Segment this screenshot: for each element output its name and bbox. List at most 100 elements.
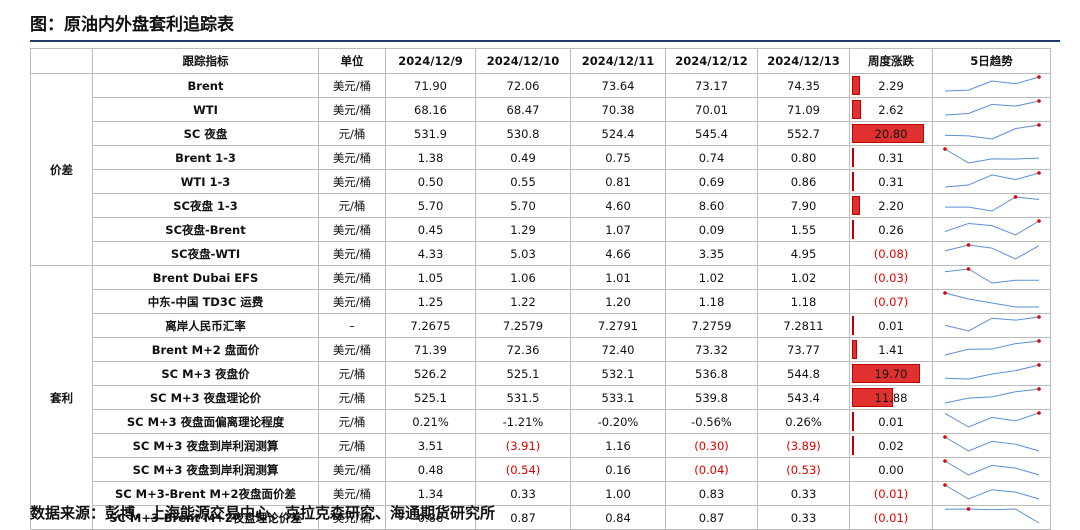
- sparkline-max: [1013, 195, 1017, 199]
- weekly-value: (0.07): [873, 294, 909, 309]
- value-cell: (0.04): [665, 457, 758, 482]
- value-cell: 0.87: [665, 505, 758, 530]
- unit: 美元/桶: [318, 265, 386, 290]
- change-bar: [852, 412, 854, 431]
- weekly-change: (0.03): [849, 265, 933, 290]
- row: SC 夜盘 元/桶 531.9 530.8 524.4 545.4 552.7 20.80: [31, 121, 1051, 146]
- value-cell: 68.16: [385, 97, 476, 122]
- trend-cell: [932, 289, 1051, 314]
- indicator-name: SC M+3-Brent M+2夜盘面价差: [92, 481, 319, 506]
- value-cell: 1.22: [475, 289, 571, 314]
- sparkline-line: [944, 148, 1039, 164]
- change-bar: [852, 388, 894, 407]
- value-cell: 0.33: [757, 505, 850, 530]
- value-cell: 0.33: [757, 481, 850, 506]
- value-cell: 73.77: [757, 337, 850, 362]
- row: 中东-中国 TD3C 运费 美元/桶 1.25 1.22 1.20 1.18 1.18 (0.…: [31, 289, 1051, 314]
- sparkline-line: [944, 100, 1039, 116]
- sparkline-max: [1036, 219, 1041, 223]
- sparkline-max: [942, 435, 947, 439]
- unit: 美元/桶: [318, 337, 386, 362]
- header-cell: 周度涨跌: [849, 48, 933, 74]
- sparkline-max: [942, 459, 947, 463]
- weekly-value: 0.31: [878, 150, 904, 165]
- value-cell: 1.55: [757, 217, 850, 242]
- sparkline-max: [1036, 387, 1041, 391]
- trend-cell: [932, 313, 1051, 338]
- table: 跟踪指标 单位 2024/12/9 2024/12/10 2024/12/11 2024/…: [30, 48, 1051, 530]
- row: SC M+3 夜盘到岸利润测算 元/桶 3.51 (3.91) 1.16 (0.30) (3…: [31, 433, 1051, 458]
- sparkline-line: [944, 220, 1039, 236]
- weekly-value: 2.62: [878, 102, 904, 117]
- row: SC夜盘 1-3 元/桶 5.70 5.70 4.60 8.60 7.90 2.20: [31, 193, 1051, 218]
- sparkline-line: [944, 340, 1039, 356]
- change-bar: [852, 196, 860, 215]
- weekly-change: 0.02: [849, 433, 933, 458]
- sparkline: [944, 195, 1039, 212]
- unit: 美元/桶: [318, 481, 386, 506]
- value-cell: -0.20%: [570, 409, 666, 434]
- trend-cell: [932, 265, 1051, 290]
- value-cell: 7.2579: [475, 313, 571, 338]
- weekly-change: (0.01): [849, 505, 933, 530]
- row: WTI 美元/桶 68.16 68.47 70.38 70.01 71.09 2.62: [31, 97, 1051, 122]
- sparkline-line: [944, 268, 1039, 284]
- value-cell: 73.17: [665, 73, 758, 98]
- trend-cell: [932, 337, 1051, 362]
- sparkline-max: [966, 243, 970, 247]
- unit: 元/桶: [318, 193, 386, 218]
- sparkline: [944, 363, 1041, 380]
- value-cell: 0.26%: [757, 409, 850, 434]
- sparkline: [944, 219, 1041, 236]
- weekly-value: 0.00: [878, 462, 904, 477]
- value-cell: 0.83: [665, 481, 758, 506]
- trend-cell: [932, 121, 1051, 146]
- weekly-value: 2.29: [878, 78, 904, 93]
- value-cell: 68.47: [475, 97, 571, 122]
- trend-cell: [932, 481, 1051, 506]
- value-cell: 7.2675: [385, 313, 476, 338]
- value-cell: 1.01: [570, 265, 666, 290]
- value-cell: 71.39: [385, 337, 476, 362]
- sparkline-max: [942, 147, 947, 151]
- trend-cell: [932, 145, 1051, 170]
- unit: 元/桶: [318, 433, 386, 458]
- sparkline: [942, 459, 1039, 476]
- value-cell: 532.1: [570, 361, 666, 386]
- header-row: 跟踪指标 单位 2024/12/9 2024/12/10 2024/12/11 2024/…: [30, 48, 1051, 74]
- sparkline-line: [944, 316, 1039, 332]
- row: SC M+3 夜盘价 元/桶 526.2 525.1 532.1 536.8 544.8 19…: [31, 361, 1051, 386]
- value-cell: 533.1: [570, 385, 666, 410]
- value-cell: 3.51: [385, 433, 476, 458]
- value-cell: (0.54): [475, 457, 571, 482]
- indicator-name: Brent: [92, 73, 319, 98]
- change-bar: [852, 220, 854, 239]
- value-cell: 0.75: [570, 145, 666, 170]
- indicator-name: SC夜盘 1-3: [92, 193, 319, 218]
- weekly-change: 0.01: [849, 409, 933, 434]
- unit: 美元/桶: [318, 97, 386, 122]
- sparkline-line: [944, 196, 1039, 212]
- value-cell: -1.21%: [475, 409, 571, 434]
- sparkline-max: [1036, 99, 1041, 103]
- value-cell: 531.9: [385, 121, 476, 146]
- change-bar: [852, 364, 921, 383]
- value-cell: 0.80: [757, 145, 850, 170]
- indicator-name: Brent 1-3: [92, 145, 319, 170]
- value-cell: 1.20: [570, 289, 666, 314]
- value-cell: 70.38: [570, 97, 666, 122]
- value-cell: 1.06: [475, 265, 571, 290]
- value-cell: 525.1: [475, 361, 571, 386]
- value-cell: 5.03: [475, 241, 571, 266]
- value-cell: (3.89): [757, 433, 850, 458]
- value-cell: 7.2759: [665, 313, 758, 338]
- sparkline-line: [944, 412, 1039, 428]
- value-cell: 545.4: [665, 121, 758, 146]
- row: SC M+3 夜盘到岸利润测算 美元/桶 0.48 (0.54) 0.16 (0.04)(…: [31, 457, 1051, 482]
- value-cell: 536.8: [665, 361, 758, 386]
- change-bar: [852, 172, 854, 191]
- indicator-name: SC夜盘-WTI: [92, 241, 319, 266]
- header-cell: 2024/12/13: [757, 48, 850, 74]
- value-cell: 543.4: [757, 385, 850, 410]
- header-cell: 2024/12/11: [570, 48, 666, 74]
